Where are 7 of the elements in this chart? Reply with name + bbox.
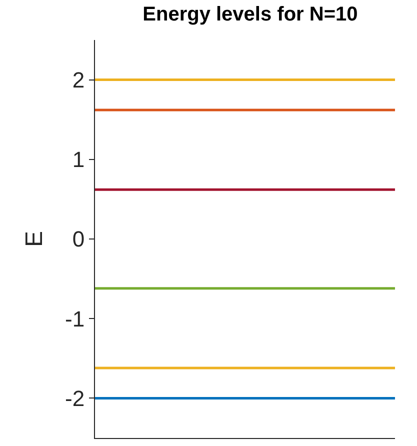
y-tick-label: -2 (65, 386, 85, 411)
y-tick-label: 0 (72, 226, 85, 252)
chart-title: Energy levels for N=10 (142, 4, 358, 26)
y-tick-label: 2 (72, 68, 85, 92)
y-tick-label: 1 (72, 147, 85, 172)
y-tick-label: -1 (65, 306, 85, 332)
y-axis-title: E (21, 230, 48, 248)
